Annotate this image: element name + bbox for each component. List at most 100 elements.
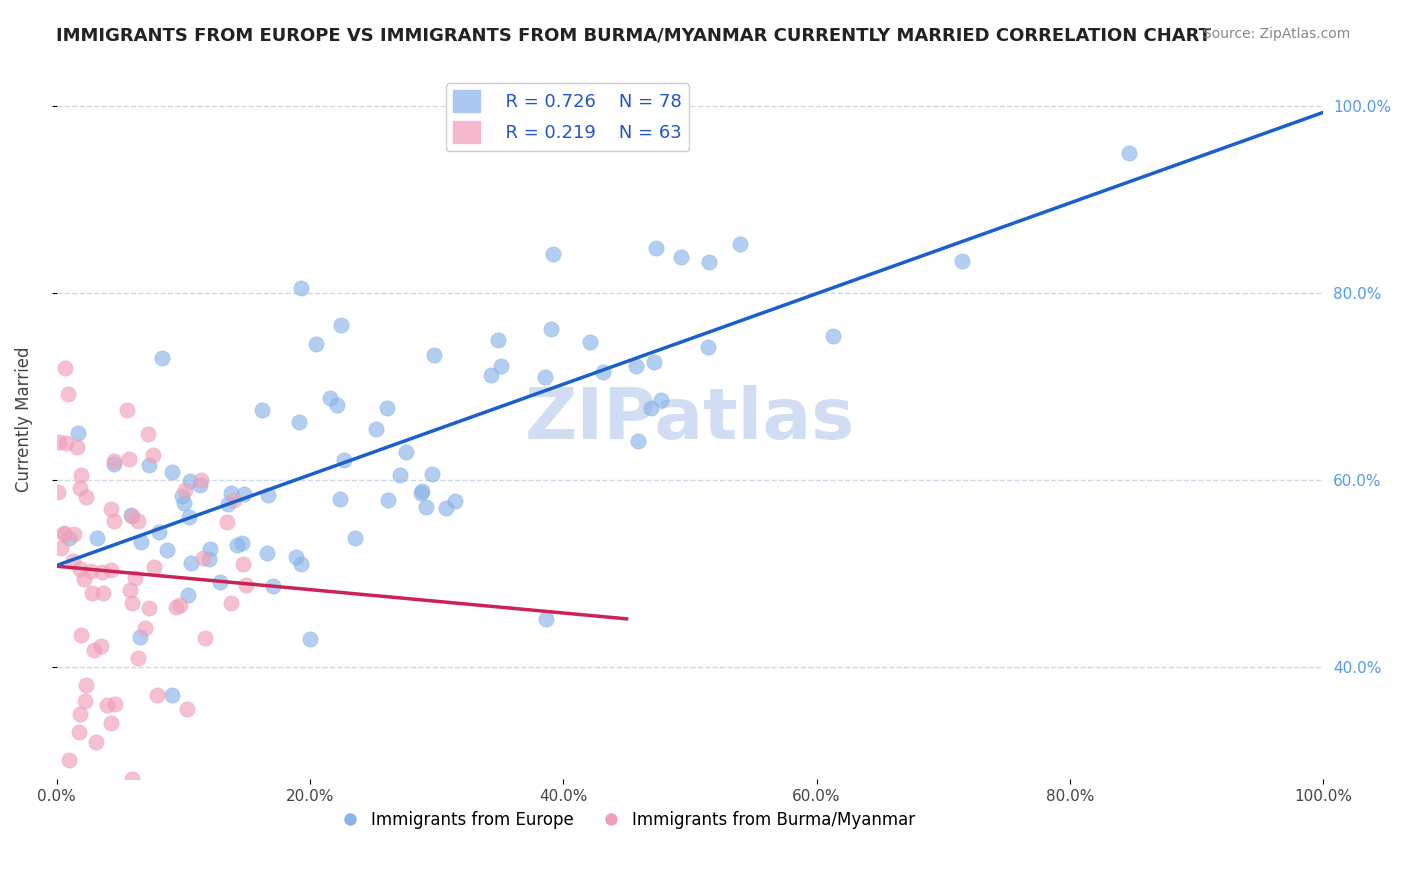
Point [176,588,198,602]
Point [118,451,141,466]
Point [143,560,166,574]
Point [420,467,443,482]
Point [100,715,122,730]
Point [950,254,973,268]
Point [120,508,142,523]
Point [823,328,845,343]
Point [127,650,149,665]
Point [75,490,97,504]
Point [145,689,167,703]
Point [66,425,89,440]
Point [486,333,509,347]
Point [221,596,243,610]
Point [170,489,193,503]
Point [644,241,666,255]
Point [177,509,200,524]
Point [534,612,557,626]
Point [66,440,89,454]
Point [100,502,122,516]
Point [52,525,75,540]
Point [626,359,648,373]
Point [58,753,80,767]
Point [650,392,672,407]
Point [329,491,352,506]
Point [411,485,433,500]
Legend: Immigrants from Europe, Immigrants from Burma/Myanmar: Immigrants from Europe, Immigrants from … [332,804,922,835]
Point [533,369,555,384]
Point [287,415,309,429]
Point [540,322,562,336]
Point [52,526,75,541]
Point [284,550,307,565]
Text: ZIPatlas: ZIPatlas [524,384,855,454]
Point [257,487,280,501]
Point [169,598,191,612]
Point [165,599,187,614]
Point [364,421,387,435]
Point [80,586,103,600]
Point [730,237,752,252]
Point [232,487,254,501]
Point [375,401,398,415]
Point [411,483,433,498]
Point [69,467,91,482]
Point [115,402,138,417]
Point [256,546,278,560]
Point [69,628,91,642]
Point [150,351,173,365]
Point [96,698,118,712]
Point [55,436,77,450]
Point [134,621,156,635]
Point [640,401,662,415]
Point [75,678,97,692]
Point [179,474,201,488]
Point [344,531,367,545]
Point [103,457,125,471]
Point [46,485,69,500]
Point [329,318,352,332]
Point [160,465,183,479]
Point [148,525,170,540]
Point [176,702,198,716]
Point [592,365,614,379]
Point [333,453,356,467]
Point [1118,146,1140,161]
Point [91,565,114,579]
Point [232,557,254,571]
Point [422,348,444,362]
Point [80,564,103,578]
Point [53,360,76,375]
Point [188,477,211,491]
Point [86,532,108,546]
Point [190,473,212,487]
Point [219,486,242,500]
Point [377,493,399,508]
Point [299,632,322,647]
Point [138,458,160,472]
Point [415,500,437,514]
Point [142,448,165,462]
Point [217,497,239,511]
Point [319,391,342,405]
Y-axis label: Currently Married: Currently Married [15,346,32,492]
Point [129,535,152,549]
Point [62,553,84,567]
Point [160,688,183,702]
Point [180,556,202,570]
Point [83,643,105,657]
Point [156,543,179,558]
Point [121,508,143,523]
Point [138,600,160,615]
Point [69,482,91,496]
Point [193,550,215,565]
Point [100,563,122,577]
Point [222,492,245,507]
Point [118,583,141,598]
Point [129,630,152,644]
Point [127,514,149,528]
Point [696,340,718,354]
Point [91,586,114,600]
Text: Source: ZipAtlas.com: Source: ZipAtlas.com [1202,27,1350,41]
Point [326,398,349,412]
Point [67,725,90,739]
